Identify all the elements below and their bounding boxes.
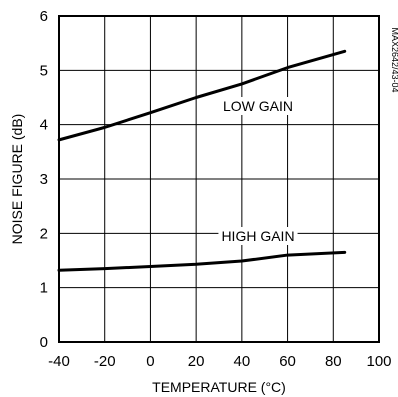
y-tick-label: 4 bbox=[40, 117, 48, 134]
series-label-high-gain: HIGH GAIN bbox=[221, 228, 294, 244]
series-label-background bbox=[218, 227, 298, 245]
series-label-background bbox=[219, 97, 297, 115]
x-tick-label: 60 bbox=[279, 353, 296, 370]
y-tick-labels: 0 1 2 3 4 5 6 bbox=[40, 8, 48, 351]
y-tick-label: 6 bbox=[40, 8, 48, 25]
y-axis-title: NOISE FIGURE (dB) bbox=[9, 114, 25, 245]
high-gain-curve bbox=[57, 250, 347, 272]
y-tick-label: 5 bbox=[40, 62, 48, 79]
series-label-low-gain: LOW GAIN bbox=[223, 98, 293, 114]
x-tick-label: 0 bbox=[146, 353, 154, 370]
part-number-note: MAX2642/43-04 bbox=[390, 27, 398, 92]
grid-lines bbox=[58, 15, 380, 343]
y-tick-label: 3 bbox=[40, 171, 48, 188]
y-tick-label: 1 bbox=[40, 280, 48, 297]
low-gain-curve bbox=[57, 49, 347, 142]
x-tick-label: 100 bbox=[366, 353, 391, 370]
x-tick-labels: -40 -20 0 20 40 60 80 100 bbox=[48, 353, 391, 370]
y-tick-label: 0 bbox=[40, 334, 48, 351]
x-axis-title: TEMPERATURE (°C) bbox=[152, 379, 286, 395]
x-tick-label: -40 bbox=[48, 353, 70, 370]
x-tick-label: 20 bbox=[188, 353, 205, 370]
x-tick-label: 40 bbox=[234, 353, 251, 370]
series-curves bbox=[57, 49, 347, 272]
y-tick-label: 2 bbox=[40, 225, 48, 242]
x-tick-label: -20 bbox=[94, 353, 116, 370]
plot-frame bbox=[58, 15, 380, 343]
x-tick-label: 80 bbox=[325, 353, 342, 370]
